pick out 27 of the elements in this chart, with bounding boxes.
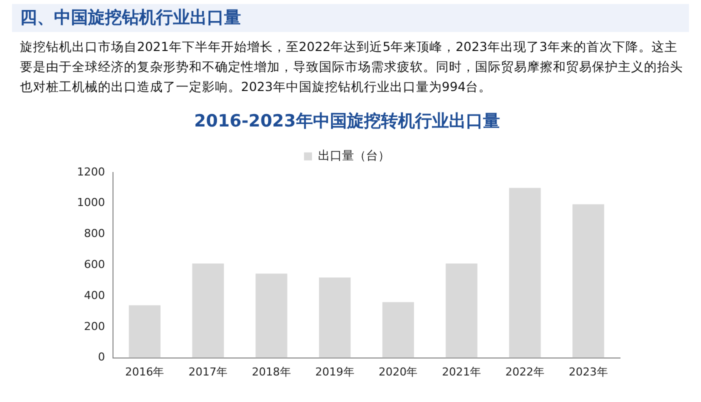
y-tick-label: 200 [84, 320, 105, 333]
x-tick-label: 2017年 [188, 365, 228, 378]
bar [572, 204, 604, 358]
bar [382, 302, 414, 358]
x-tick-label: 2019年 [315, 365, 354, 378]
bar [128, 305, 161, 358]
bar [192, 264, 224, 358]
legend-label: 出口量（台） [318, 148, 390, 163]
y-tick-label: 600 [84, 258, 105, 271]
text: 旋挖钻机出口市场自2021年下半年开始增长，至2022年达到近5年来顶峰，2023年出现了3年来的首次下降。这主要是由于全球经济的复杂形势和不确定性增加，导致国际市场需求疲软。同时，国际贸易摩擦和贸易保护主义的抬头也对桩工机械的出口造成了一定影响。2023年中国旋挖钻机行业出口量为994台。 [20, 38, 684, 96]
y-tick-label: 0 [98, 350, 105, 364]
x-tick-label: 2016年 [125, 365, 164, 378]
bar [446, 264, 478, 358]
y-tick-label: 1000 [76, 196, 105, 210]
chart-title: 2016-2023年中国旋挖转机行业出口量 [194, 112, 500, 132]
bar [318, 277, 351, 358]
bar [256, 274, 288, 358]
x-tick-label: 2022年 [505, 365, 544, 378]
x-tick-label: 2023年 [568, 365, 608, 378]
x-tick-label: 2018年 [252, 365, 291, 378]
text: 四、中国旋挖钻机行业出口量 [12, 4, 689, 32]
bar [509, 188, 541, 358]
y-tick-label: 1200 [76, 165, 105, 178]
y-tick-label: 800 [84, 227, 105, 240]
x-tick-label: 2021年 [442, 365, 482, 378]
y-tick-label: 400 [84, 288, 105, 302]
x-tick-label: 2020年 [378, 365, 418, 378]
